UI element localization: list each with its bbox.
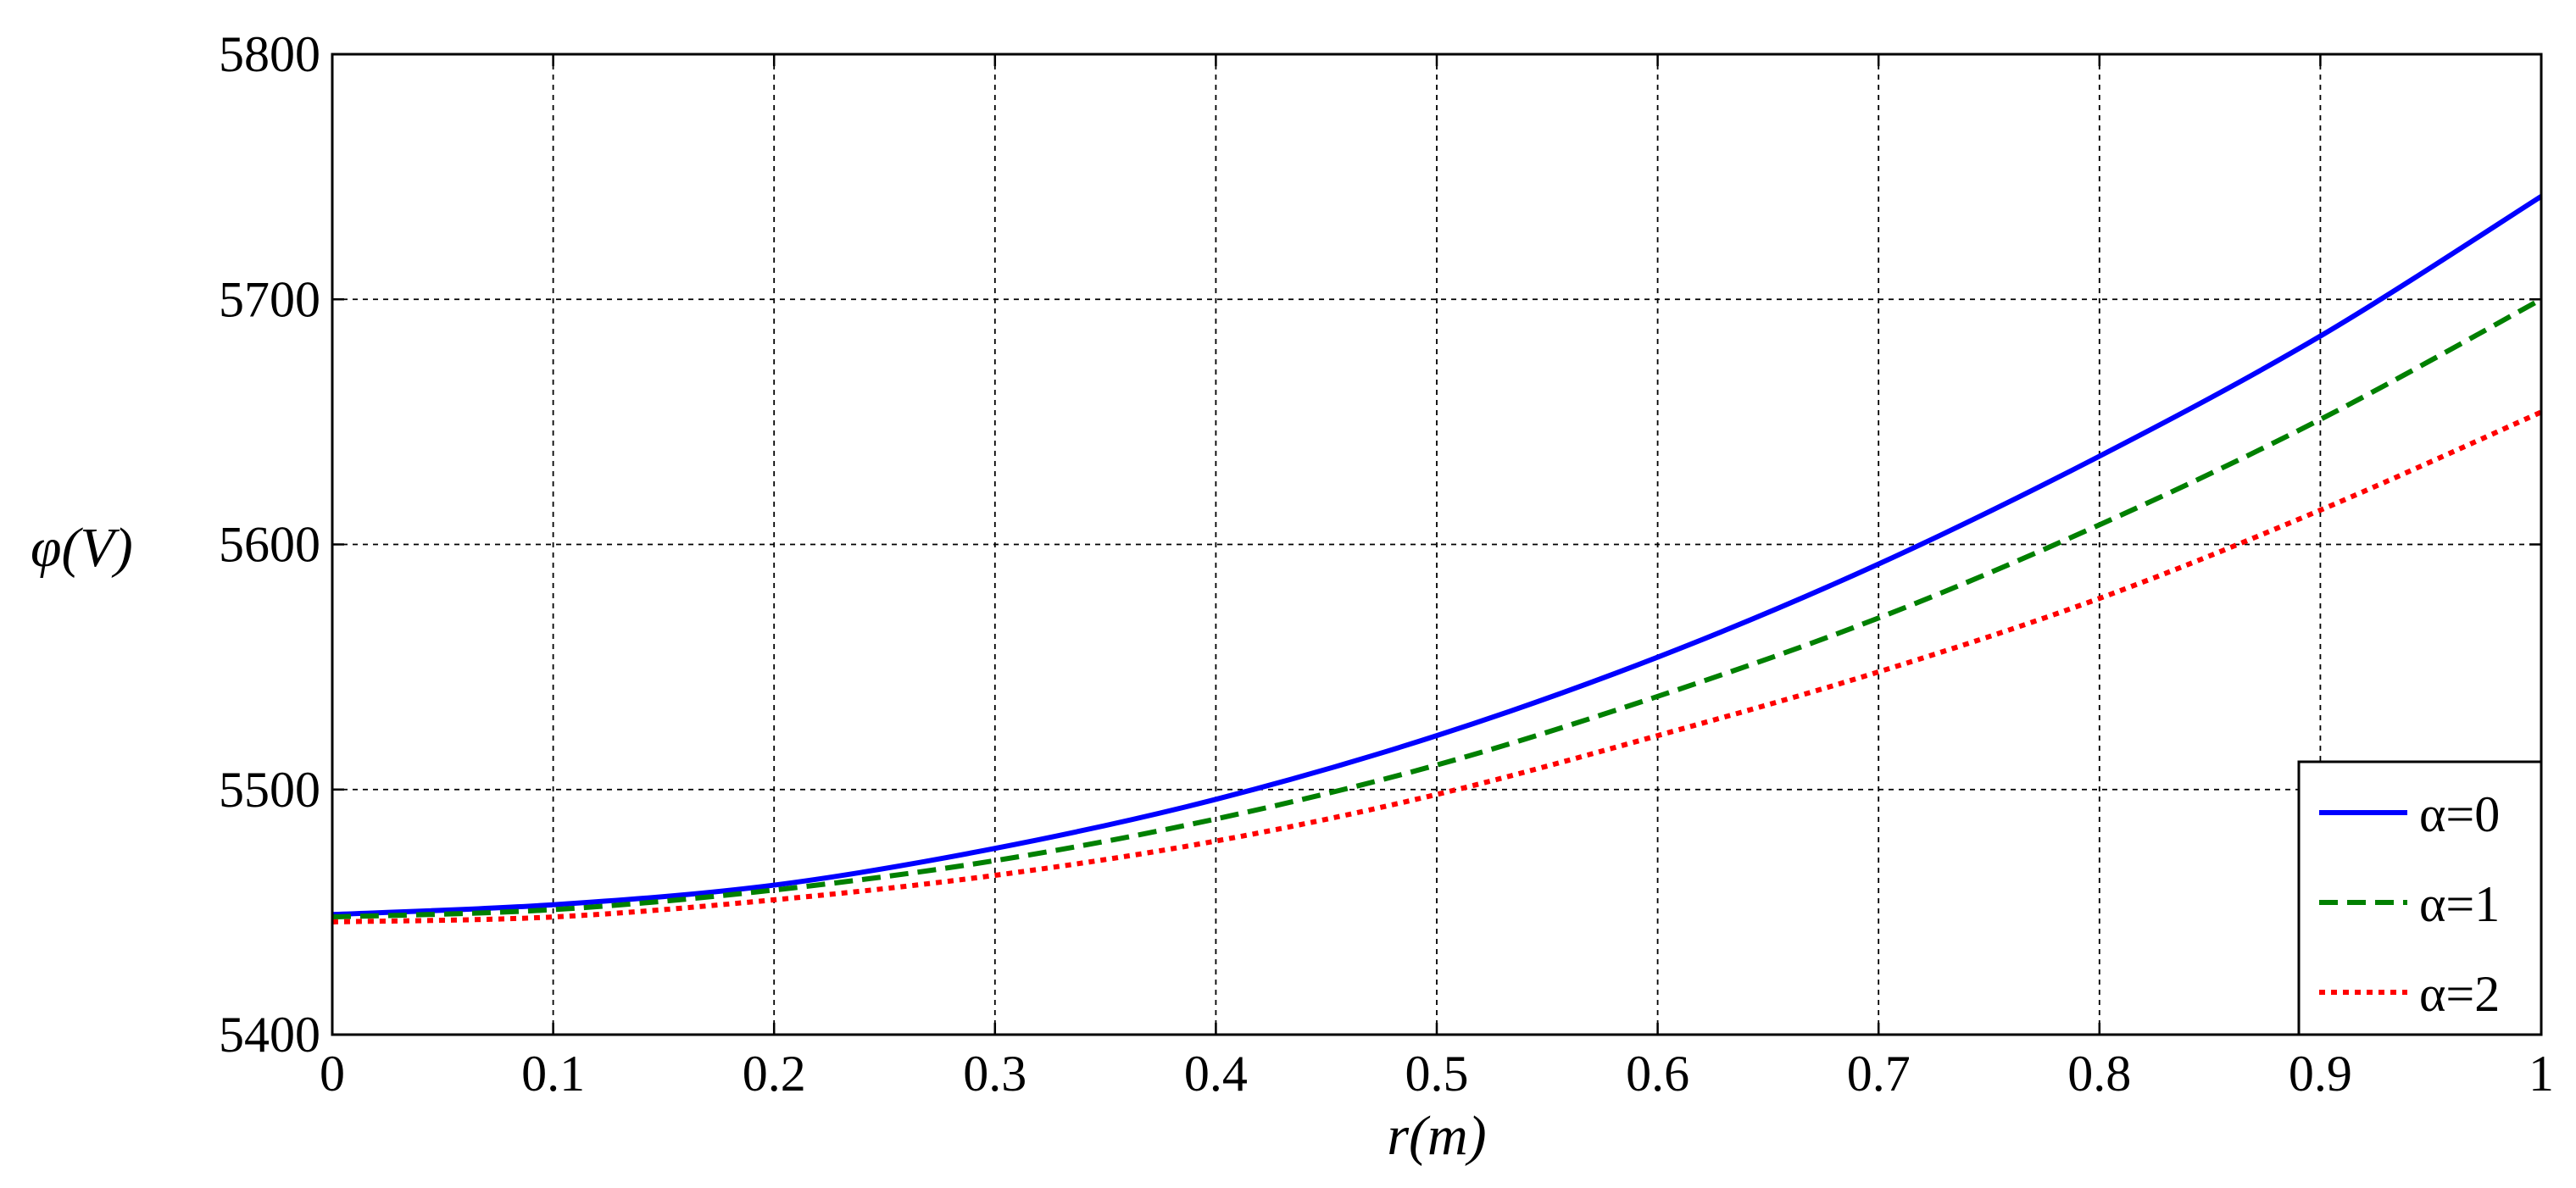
x-tick-label: 0 [320,1046,345,1102]
x-tick-label: 0.8 [2067,1046,2131,1102]
x-tick-label: 0.4 [1184,1046,1248,1102]
legend-label-1: α=1 [2419,876,2500,932]
legend-label-0: α=0 [2419,786,2500,842]
series-line-2 [331,409,2543,924]
series-line-0 [331,194,2543,918]
y-tick-label: 5600 [219,517,320,573]
x-tick-label: 0.2 [743,1046,806,1102]
plot-series [331,194,2543,924]
y-tick-label: 5700 [219,271,320,327]
x-tick-label: 0.3 [963,1046,1027,1102]
x-tick-label: 0.9 [2289,1046,2352,1102]
x-tick-label: 1 [2529,1046,2554,1102]
y-tick-label: 5400 [219,1007,320,1063]
x-tick-label: 0.1 [521,1046,585,1102]
y-tick-label: 5800 [219,26,320,82]
grid [332,54,2541,1035]
x-tick-label: 0.5 [1405,1046,1469,1102]
x-tick-label: 0.7 [1847,1046,1911,1102]
legend: α=0 α=1 α=2 [2297,760,2543,1036]
series-line-1 [331,297,2543,920]
y-tick-label: 5500 [219,762,320,818]
ticks: 0 0.1 0.2 0.3 0.4 0.5 0.6 0.7 0.8 0.9 1 5400 5500 560… [219,26,2554,1102]
x-tick-label: 0.6 [1626,1046,1689,1102]
y-axis-label: φ(V) [31,517,133,579]
legend-box [2297,760,2543,1036]
x-axis-label: r(m) [1387,1105,1486,1167]
legend-label-2: α=2 [2419,966,2500,1022]
